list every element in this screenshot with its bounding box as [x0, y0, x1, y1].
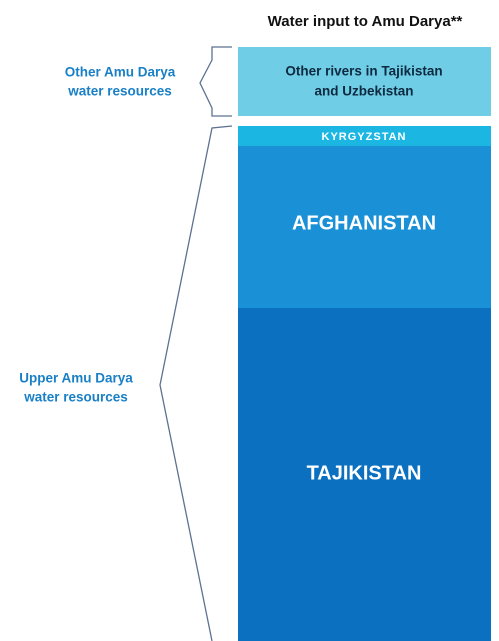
bracket — [199, 46, 232, 117]
group-label: water resources — [23, 390, 128, 405]
segment-label: and Uzbekistan — [314, 84, 413, 99]
segment-label: AFGHANISTAN — [292, 212, 436, 234]
segment-tajikistan — [238, 308, 491, 641]
segment-afghanistan — [238, 146, 491, 308]
segment-label: TAJIKISTAN — [307, 462, 422, 484]
segment-other-rivers — [238, 47, 491, 116]
title: Water input to Amu Darya** — [268, 13, 463, 30]
segment-label: Other rivers in Tajikistan — [285, 64, 442, 79]
segment-label: KYRGYZSTAN — [322, 131, 407, 143]
bracket — [159, 125, 233, 641]
group-label: water resources — [67, 84, 172, 99]
group-label: Other Amu Darya — [65, 65, 176, 80]
segment-kyrgyzstan — [238, 126, 491, 146]
group-label: Upper Amu Darya — [19, 371, 133, 386]
